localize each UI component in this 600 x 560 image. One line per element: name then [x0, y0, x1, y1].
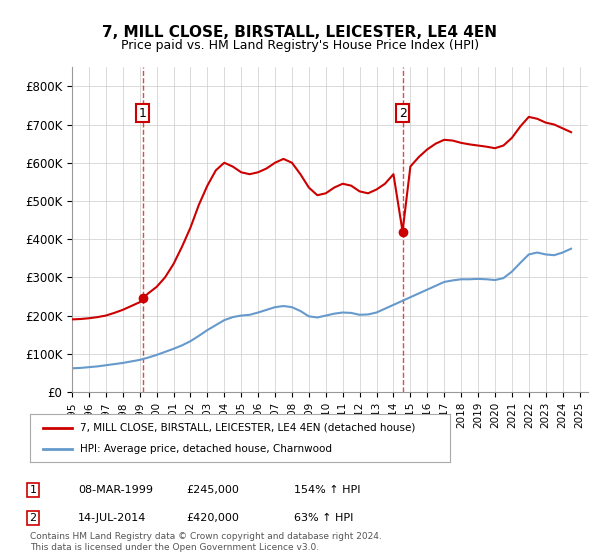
Text: Price paid vs. HM Land Registry's House Price Index (HPI): Price paid vs. HM Land Registry's House … [121, 39, 479, 52]
Text: 2: 2 [29, 513, 37, 523]
Text: £420,000: £420,000 [186, 513, 239, 523]
Text: 7, MILL CLOSE, BIRSTALL, LEICESTER, LE4 4EN: 7, MILL CLOSE, BIRSTALL, LEICESTER, LE4 … [103, 25, 497, 40]
Text: 63% ↑ HPI: 63% ↑ HPI [294, 513, 353, 523]
Text: Contains HM Land Registry data © Crown copyright and database right 2024.
This d: Contains HM Land Registry data © Crown c… [30, 532, 382, 552]
Text: 7, MILL CLOSE, BIRSTALL, LEICESTER, LE4 4EN (detached house): 7, MILL CLOSE, BIRSTALL, LEICESTER, LE4 … [80, 423, 416, 433]
Text: 1: 1 [29, 485, 37, 495]
Text: £245,000: £245,000 [186, 485, 239, 495]
Text: 1: 1 [139, 106, 147, 119]
Text: HPI: Average price, detached house, Charnwood: HPI: Average price, detached house, Char… [80, 444, 332, 454]
Text: 154% ↑ HPI: 154% ↑ HPI [294, 485, 361, 495]
Text: 14-JUL-2014: 14-JUL-2014 [78, 513, 146, 523]
Text: 08-MAR-1999: 08-MAR-1999 [78, 485, 153, 495]
Text: 2: 2 [398, 106, 407, 119]
